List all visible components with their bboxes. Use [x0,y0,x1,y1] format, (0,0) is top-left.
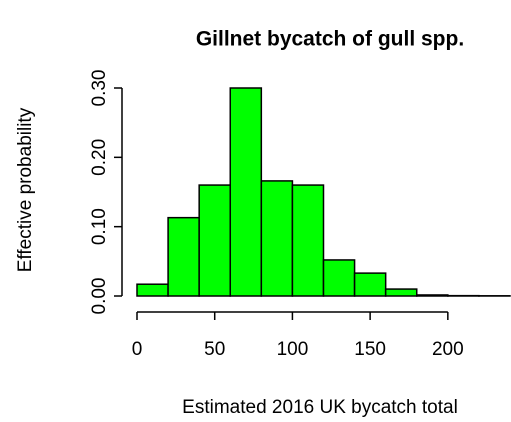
y-tick-label: 0.00 [89,278,110,315]
bar [291,184,325,297]
y-tick-label: 0.30 [89,70,110,107]
y-tick-label: 0.10 [89,208,110,245]
y-tick-label: 0.20 [89,139,110,176]
x-tick-label: 50 [204,339,225,360]
bar [384,288,418,297]
bar [260,180,294,297]
bar [322,259,356,297]
bar [198,184,232,297]
bar [416,294,449,297]
y-axis-label: Effective probability [15,107,36,272]
bar [136,283,169,297]
x-tick-label: 200 [432,339,464,360]
bar [229,87,263,297]
bar [167,216,200,297]
x-tick-label: 0 [132,339,143,360]
bar [353,272,387,297]
chart-title: Gillnet bycatch of gull spp. [196,28,464,51]
x-axis-label: Estimated 2016 UK bycatch total [182,397,458,418]
x-tick-label: 150 [354,339,386,360]
x-tick-label: 100 [277,339,309,360]
